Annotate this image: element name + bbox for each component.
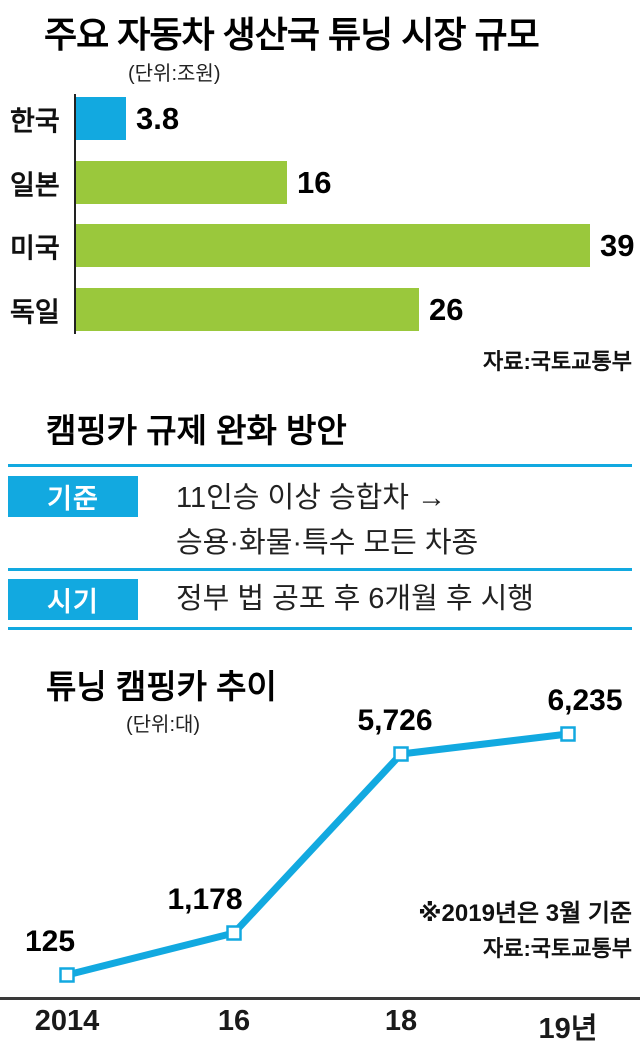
bar-row-japan: 일본 16 (0, 161, 640, 204)
point-value-label: 125 (24, 925, 76, 958)
bar-value-label: 3.8 (136, 100, 180, 136)
data-point-marker (59, 967, 75, 983)
regulation-table-title: 캠핑카 규제 완화 방안 (46, 412, 347, 449)
bar-row-germany: 독일 26 (0, 288, 640, 331)
bar-track: 16 (76, 161, 640, 204)
point-value-label: 1,178 (167, 883, 243, 916)
bar-germany (76, 288, 419, 331)
bar-chart-source: 자료:국토교통부 (482, 349, 632, 374)
table-row-timing: 시기 정부 법 공포 후 6개월 후 시행 (8, 571, 632, 630)
bar-value-label: 26 (429, 291, 464, 327)
bar-chart-axis-line (74, 94, 76, 334)
point-value-label: 6,235 (547, 684, 623, 717)
x-axis-tick-label: 19년 (538, 1013, 598, 1045)
x-axis-tick-label: 18 (384, 1005, 418, 1037)
line-chart-unit: (단위:대) (126, 714, 201, 736)
bar-row-korea: 한국 3.8 (0, 97, 640, 140)
bar-track: 39 (76, 224, 640, 267)
table-row-content: 정부 법 공포 후 6개월 후 시행 (138, 577, 534, 622)
bar-chart-unit: (단위:조원) (128, 63, 221, 85)
point-value-label: 5,726 (357, 704, 433, 737)
table-content-line: 11인승 이상 승합차 → (176, 482, 447, 514)
bar-value-label: 39 (600, 227, 635, 263)
bar-track: 26 (76, 288, 640, 331)
table-row-criteria: 기준 11인승 이상 승합차 → 승용·화물·특수 모든 차종 (8, 467, 632, 571)
bar-usa (76, 224, 590, 267)
bar-category-label: 독일 (10, 297, 60, 327)
table-content-line: 정부 법 공포 후 6개월 후 시행 (176, 582, 534, 615)
line-chart-title: 튜닝 캠핑카 추이 (46, 668, 277, 705)
bar-track: 3.8 (76, 97, 640, 140)
table-row-content: 11인승 이상 승합차 → 승용·화물·특수 모든 차종 (138, 476, 478, 568)
table-row-label: 기준 (8, 476, 138, 517)
x-axis-line (0, 997, 640, 1000)
x-axis-tick-label: 2014 (34, 1005, 100, 1037)
table-row-label: 시기 (8, 578, 138, 620)
line-chart-source: 자료:국토교통부 (482, 936, 632, 961)
regulation-table: 기준 11인승 이상 승합차 → 승용·화물·특수 모든 차종 시기 정부 법 … (8, 464, 632, 630)
x-axis-tick-label: 16 (217, 1005, 251, 1037)
table-content-line: 승용·화물·특수 모든 차종 (176, 527, 479, 559)
bar-category-label: 일본 (10, 170, 60, 200)
bar-category-label: 한국 (10, 106, 60, 136)
data-point-marker (393, 746, 409, 762)
bar-row-usa: 미국 39 (0, 224, 640, 267)
bar-category-label: 미국 (10, 233, 60, 263)
bar-japan (76, 161, 287, 204)
data-point-marker (560, 726, 576, 742)
bar-chart-title: 주요 자동차 생산국 튜닝 시장 규모 (44, 14, 540, 55)
bar-korea (76, 97, 126, 140)
data-point-marker (226, 925, 242, 941)
bar-value-label: 16 (297, 164, 332, 200)
line-chart-note: ※2019년은 3월 기준 (418, 900, 632, 927)
